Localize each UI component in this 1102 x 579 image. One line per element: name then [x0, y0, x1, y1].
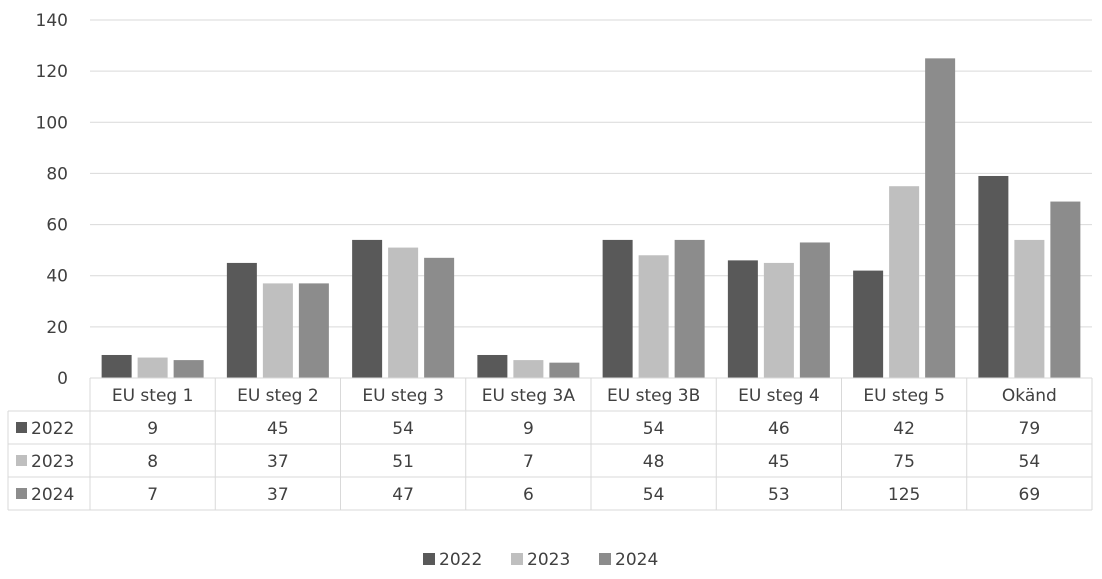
y-tick-label: 0 [57, 369, 68, 389]
legend-label: 2024 [615, 550, 658, 570]
table-cell: 45 [768, 452, 790, 472]
y-tick-label: 60 [46, 216, 68, 236]
table-cell: 54 [643, 485, 665, 505]
category-label: EU steg 3 [362, 386, 444, 406]
row-label: 2022 [31, 419, 74, 439]
bar [137, 357, 168, 378]
table-cell: 42 [893, 419, 915, 439]
table-cell: 8 [147, 452, 158, 472]
bar [388, 247, 419, 378]
bar [226, 262, 257, 378]
bar [173, 360, 204, 378]
bar [925, 58, 956, 378]
category-label: EU steg 3B [607, 386, 700, 406]
table-cell: 54 [643, 419, 665, 439]
bar [352, 239, 383, 378]
bar [1014, 239, 1045, 378]
bar [674, 239, 705, 378]
bar [513, 360, 544, 378]
bar [262, 283, 293, 378]
bars [101, 58, 1081, 378]
table-cell: 54 [1019, 452, 1041, 472]
table-cell: 79 [1019, 419, 1041, 439]
bar [889, 186, 920, 378]
y-tick-label: 20 [46, 318, 68, 338]
bar [1050, 201, 1081, 378]
legend: 2022 2023 2024 [423, 550, 658, 570]
table-cell: 7 [147, 485, 158, 505]
bar [549, 362, 580, 378]
table-cell: 45 [267, 419, 289, 439]
row-swatch [16, 488, 27, 499]
table-cell: 37 [267, 485, 289, 505]
bar [638, 255, 669, 378]
data-table: EU steg 1 EU steg 2 EU steg 3 EU steg 3A EU … [7, 377, 1093, 511]
bar [853, 270, 884, 378]
table-cell: 6 [523, 485, 534, 505]
table-cell: 53 [768, 485, 790, 505]
table-cell: 75 [893, 452, 915, 472]
bar [101, 354, 132, 378]
y-tick-label: 140 [36, 11, 68, 31]
legend-label: 2023 [527, 550, 570, 570]
category-label: EU steg 3A [482, 386, 576, 406]
category-label: EU steg 2 [237, 386, 319, 406]
table-cell: 46 [768, 419, 790, 439]
bar [298, 283, 329, 378]
gridlines [90, 19, 1092, 328]
table-cell: 37 [267, 452, 289, 472]
legend-swatch [423, 553, 435, 565]
bar [727, 260, 758, 378]
bar [978, 175, 1009, 378]
table-cell: 9 [523, 419, 534, 439]
category-label: Okänd [1002, 386, 1057, 406]
legend-label: 2022 [439, 550, 482, 570]
row-label: 2024 [31, 485, 74, 505]
bar [602, 239, 633, 378]
table-cell: 125 [888, 485, 920, 505]
table-cell: 69 [1019, 485, 1041, 505]
table-cell: 54 [392, 419, 414, 439]
y-tick-label: 100 [36, 113, 68, 133]
table-cell: 47 [392, 485, 414, 505]
y-tick-label: 120 [36, 62, 68, 82]
row-swatch [16, 455, 27, 466]
bar [763, 262, 794, 378]
table-cell: 7 [523, 452, 534, 472]
row-label: 2023 [31, 452, 74, 472]
bar [477, 354, 508, 378]
table-cell: 48 [643, 452, 665, 472]
y-axis: 0 20 40 60 80 100 120 140 [36, 11, 68, 389]
y-tick-label: 40 [46, 267, 68, 287]
legend-swatch [599, 553, 611, 565]
table-cell: 51 [392, 452, 414, 472]
category-label: EU steg 1 [112, 386, 194, 406]
bar [424, 257, 455, 378]
y-tick-label: 80 [46, 164, 68, 184]
category-label: EU steg 4 [738, 386, 820, 406]
row-swatch [16, 422, 27, 433]
category-label: EU steg 5 [863, 386, 945, 406]
bar [799, 242, 830, 378]
legend-swatch [511, 553, 523, 565]
table-cell: 9 [147, 419, 158, 439]
